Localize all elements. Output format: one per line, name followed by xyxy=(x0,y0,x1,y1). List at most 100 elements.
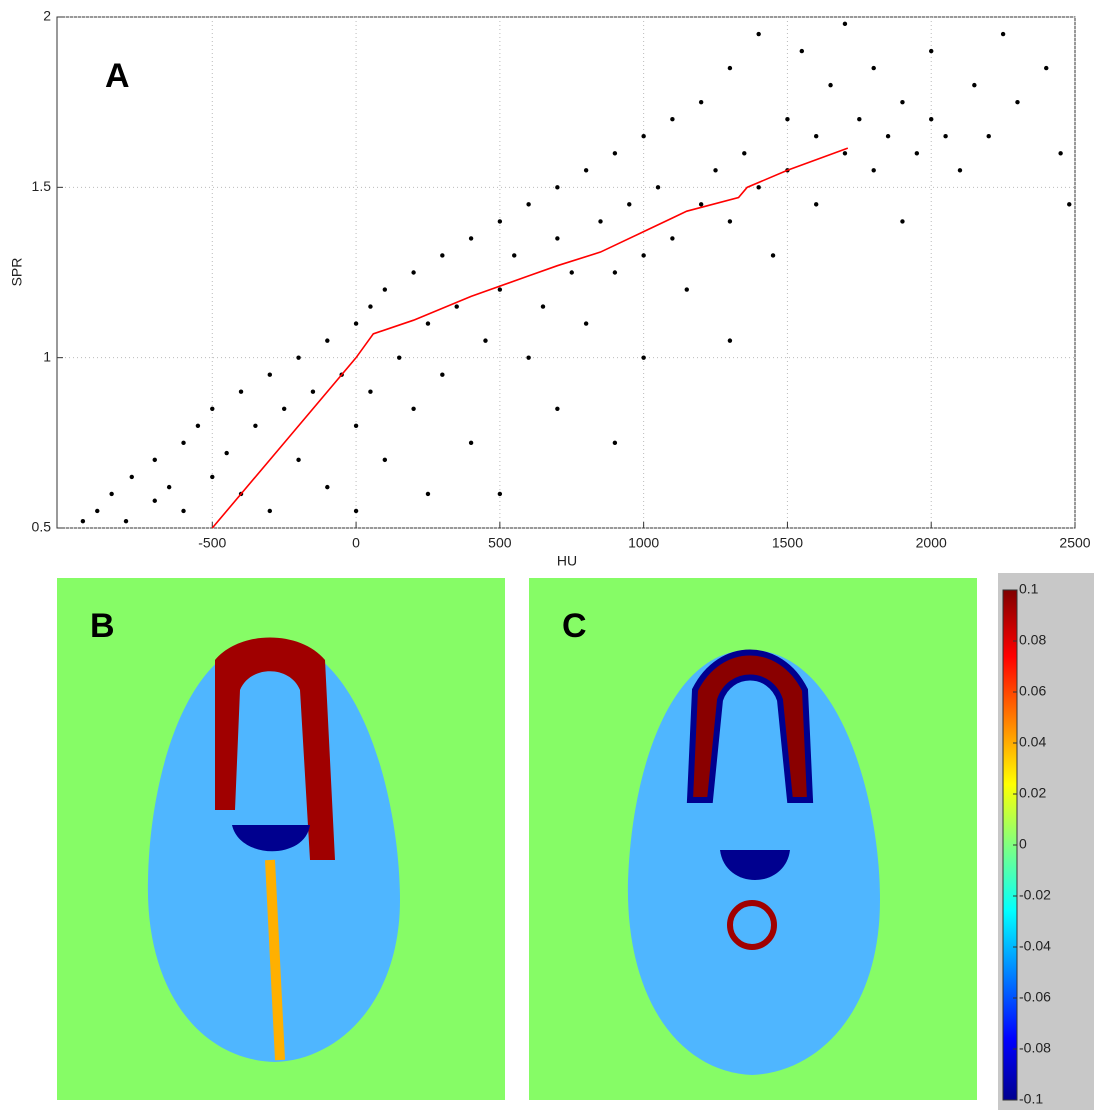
colorbar-ticks: 0.1 0.08 0.06 0.04 0.02 0 -0.02 -0.04 -0.06 -0.08… xyxy=(1013,581,1051,1107)
image-c: C xyxy=(529,578,977,1100)
scatter-point xyxy=(641,253,646,258)
scatter-point xyxy=(152,498,157,503)
scatter-point xyxy=(785,117,790,122)
scatter-point xyxy=(885,134,891,139)
scatter-point xyxy=(857,117,862,122)
scatter-plot: -500 0 500 1000 1500 2000 2500 0.5 1 1.5 2 xyxy=(32,8,1091,551)
x-tick-label: -500 xyxy=(198,535,226,551)
colorbar-tick-label: -0.1 xyxy=(1019,1091,1043,1107)
scatter-point xyxy=(1058,151,1063,156)
scatter-point xyxy=(526,202,531,207)
scatter-point xyxy=(382,457,388,463)
scatter-point xyxy=(813,134,819,139)
scatter-point xyxy=(267,508,273,514)
scatter-point xyxy=(411,270,416,275)
scatter-point xyxy=(310,389,316,394)
x-tick-label: 500 xyxy=(488,535,512,551)
vertebra xyxy=(727,900,777,950)
scatter-point xyxy=(583,168,589,173)
scatter-point xyxy=(627,202,632,207)
scatter-point xyxy=(612,440,618,446)
colorbar-tick-label: -0.08 xyxy=(1019,1040,1051,1056)
scatter-point xyxy=(670,117,675,122)
x-tick-label: 2500 xyxy=(1059,535,1090,551)
scatter-point xyxy=(195,423,201,428)
y-tick-label: 2 xyxy=(43,8,51,24)
scatter-point xyxy=(756,31,761,37)
scatter-point xyxy=(353,423,359,428)
scatter-point xyxy=(425,321,431,326)
scatter-point xyxy=(742,151,747,156)
colorbar-tick-label: 0.02 xyxy=(1019,785,1046,801)
scatter-point xyxy=(612,151,618,156)
x-axis-label: HU xyxy=(557,553,577,569)
colorbar-tick-label: 0 xyxy=(1019,836,1027,852)
scatter-point xyxy=(727,65,733,71)
scatter-point xyxy=(972,82,977,88)
jaw-region xyxy=(686,649,814,803)
scatter-point xyxy=(655,185,661,190)
scatter-point xyxy=(95,508,100,514)
scatter-point xyxy=(914,151,920,156)
scatter-point xyxy=(799,48,805,54)
scatter-point xyxy=(440,372,445,377)
scatter-point xyxy=(526,355,531,360)
scatter-point xyxy=(210,406,215,411)
x-tick-label: 1500 xyxy=(772,535,803,551)
scatter-point xyxy=(713,168,718,173)
scatter-point xyxy=(368,389,373,394)
scatter-point xyxy=(425,491,431,497)
y-tick-label: 0.5 xyxy=(32,519,52,535)
scatter-point xyxy=(900,219,905,224)
spine-region xyxy=(265,859,285,1061)
scatter-point xyxy=(871,168,876,173)
scatter-point xyxy=(238,389,244,394)
scatter-point xyxy=(986,134,991,139)
scatter-point xyxy=(109,491,114,497)
jaw-region xyxy=(215,637,335,860)
scatter-point xyxy=(670,236,675,241)
colorbar-tick-label: 0.06 xyxy=(1019,683,1046,699)
scatter-point xyxy=(397,355,402,360)
scatter-point xyxy=(454,304,459,309)
colorbar-tick-label: 0.08 xyxy=(1019,632,1046,648)
panel-label: A xyxy=(105,57,130,95)
scatter-point xyxy=(80,518,86,524)
scatter-point xyxy=(540,304,546,309)
scatter-point xyxy=(900,99,905,105)
scatter-point xyxy=(512,253,517,258)
scatter-point xyxy=(296,457,301,463)
scatter-point xyxy=(612,270,618,275)
tongue-region xyxy=(720,850,790,880)
colorbar-tick-label: -0.04 xyxy=(1019,938,1051,954)
scatter-point xyxy=(555,185,560,190)
scatter-point xyxy=(684,287,689,292)
scatter-point xyxy=(929,48,934,54)
scatter-point xyxy=(497,491,503,497)
fit-line xyxy=(211,147,849,529)
scatter-point xyxy=(166,484,172,490)
scatter-point xyxy=(569,270,574,275)
scatter-point xyxy=(871,65,876,71)
scatter-point xyxy=(325,338,330,343)
scatter-point xyxy=(353,321,359,326)
image-b: B xyxy=(57,578,505,1100)
colorbar-tick-label: -0.06 xyxy=(1019,989,1051,1005)
scatter-point xyxy=(598,219,603,224)
scatter-point xyxy=(210,474,215,480)
scatter-point xyxy=(756,185,761,190)
scatter-point xyxy=(468,440,474,446)
x-tick-label: 0 xyxy=(352,535,360,551)
scatter-point xyxy=(152,457,157,463)
scatter-point xyxy=(727,338,733,343)
scatter-point xyxy=(943,134,948,139)
scatter-point xyxy=(411,406,416,411)
scatter-point xyxy=(957,168,963,173)
scatter-point xyxy=(353,508,359,514)
panel-label: B xyxy=(90,607,115,645)
scatter-point xyxy=(181,440,186,446)
scatter-point xyxy=(123,518,129,524)
scatter-point xyxy=(253,423,258,428)
scatter-point xyxy=(368,304,373,309)
